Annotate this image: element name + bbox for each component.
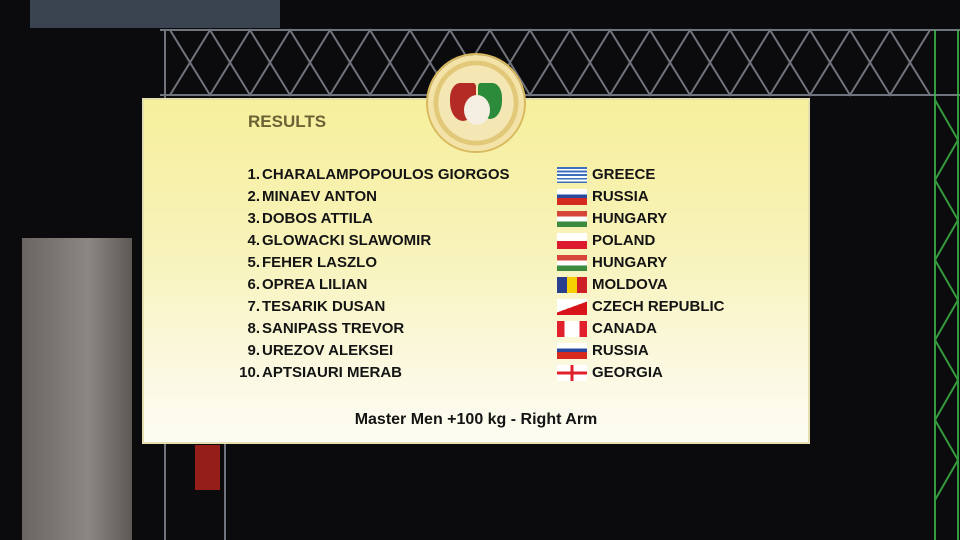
athlete-name: DOBOS ATTILA — [262, 210, 373, 227]
category-label: Master Men +100 kg - Right Arm — [354, 411, 598, 428]
rank: 1. — [247, 166, 260, 183]
greece-flag-icon — [557, 167, 587, 183]
result-row: 5. FEHER LASZLO HUNGARY — [144, 252, 808, 274]
top-banner — [30, 0, 280, 28]
athlete-name: FEHER LASZLO — [262, 254, 377, 271]
country-name: MOLDOVA — [592, 276, 668, 293]
country-name: CANADA — [592, 320, 657, 337]
rank: 3. — [247, 210, 260, 227]
athlete-name: TESARIK DUSAN — [262, 298, 386, 315]
moldova-flag-icon — [557, 277, 587, 293]
result-row: 1. CHARALAMPOPOULOS GIORGOS GREECE — [144, 164, 808, 186]
country-name: GEORGIA — [592, 364, 663, 381]
country-name: CZECH REPUBLIC — [592, 298, 725, 315]
athlete-name: OPREA LILIAN — [262, 276, 368, 293]
country-name: HUNGARY — [592, 210, 668, 227]
rank: 7. — [247, 298, 260, 315]
russia-flag-icon — [557, 343, 587, 359]
rank: 6. — [247, 276, 260, 293]
result-row: 4. GLOWACKI SLAWOMIR POLAND — [144, 230, 808, 252]
athlete-name: UREZOV ALEKSEI — [262, 342, 394, 359]
country-name: RUSSIA — [592, 342, 649, 359]
result-row: 6. OPREA LILIAN MOLDOVA — [144, 274, 808, 296]
poland-flag-icon — [557, 233, 587, 249]
athlete-name: CHARALAMPOPOULOS GIORGOS — [262, 166, 510, 183]
result-row: 2. MINAEV ANTON RUSSIA — [144, 186, 808, 208]
result-row: 8. SANIPASS TREVOR CANADA — [144, 318, 808, 340]
result-row: 9. UREZOV ALEKSEI RUSSIA — [144, 340, 808, 362]
athlete-name: APTSIAURI MERAB — [262, 364, 403, 381]
canada-flag-icon — [557, 321, 587, 337]
country-name: RUSSIA — [592, 188, 649, 205]
athlete-name: GLOWACKI SLAWOMIR — [262, 232, 432, 249]
country-name: POLAND — [592, 232, 656, 249]
georgia-flag-icon — [557, 365, 587, 381]
side-banner — [22, 238, 132, 540]
czech-flag-icon — [557, 299, 587, 315]
result-row: 7. TESARIK DUSAN CZECH REPUBLIC — [144, 296, 808, 318]
hungary-flag-icon — [557, 255, 587, 271]
hungary-flag-icon — [557, 211, 587, 227]
result-row: 3. DOBOS ATTILA HUNGARY — [144, 208, 808, 230]
results-board: RESULTS 1. CHARALAMPOPOULOS GIORGOS GREE… — [142, 98, 810, 444]
country-name: HUNGARY — [592, 254, 668, 271]
rank: 10. — [239, 364, 260, 381]
rank: 2. — [247, 188, 260, 205]
event-logo — [428, 55, 524, 151]
athlete-name: SANIPASS TREVOR — [262, 320, 405, 337]
rank: 9. — [247, 342, 260, 359]
board-title: RESULTS — [248, 112, 327, 131]
rank: 5. — [247, 254, 260, 271]
result-row: 10. APTSIAURI MERAB GEORGIA — [144, 362, 808, 384]
russia-flag-icon — [557, 189, 587, 205]
athlete-name: MINAEV ANTON — [262, 188, 378, 205]
rank: 8. — [247, 320, 260, 337]
country-name: GREECE — [592, 166, 656, 183]
rank: 4. — [247, 232, 260, 249]
